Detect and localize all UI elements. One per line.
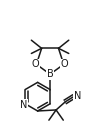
Text: N: N bbox=[20, 100, 28, 110]
Text: O: O bbox=[32, 59, 39, 69]
Text: N: N bbox=[74, 91, 81, 101]
Text: O: O bbox=[61, 59, 69, 69]
Text: B: B bbox=[47, 69, 53, 79]
